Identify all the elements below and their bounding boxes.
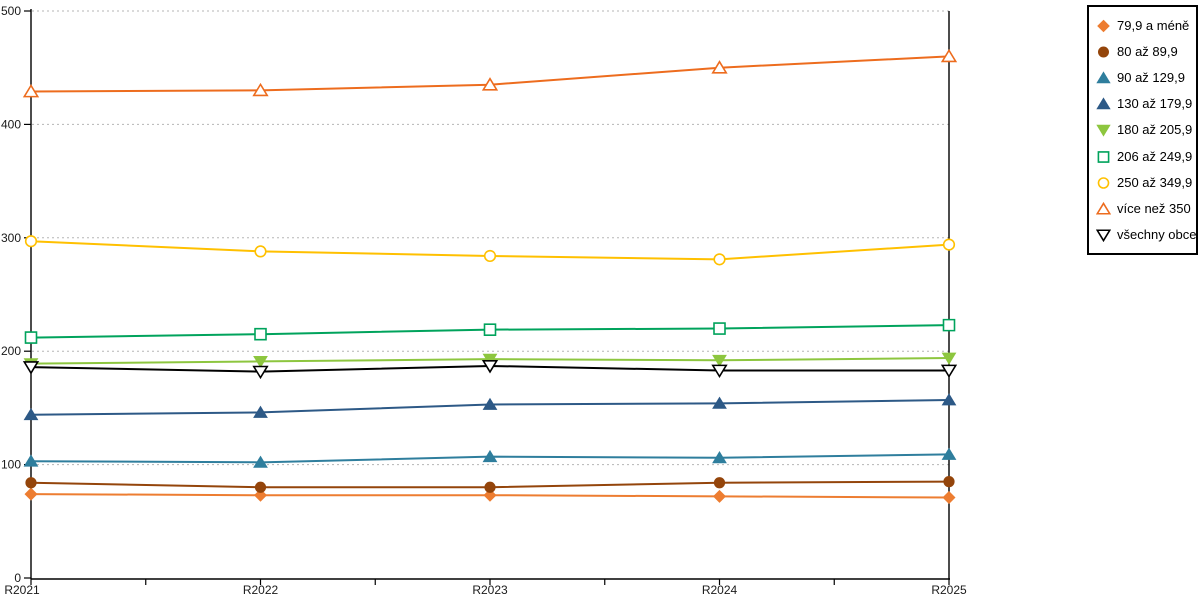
legend-label: 90 až 129,9 — [1117, 69, 1185, 85]
legend-label: 250 až 349,9 — [1117, 174, 1193, 190]
legend-glyph — [1097, 176, 1110, 189]
legend-label: všechny obce — [1117, 227, 1197, 243]
circle-open-icon — [1097, 176, 1110, 189]
legend-glyph — [1096, 71, 1111, 84]
series-3-marker — [712, 396, 727, 409]
series-1-marker — [25, 477, 37, 489]
series-6-marker — [254, 245, 267, 258]
legend-item-2: 90 až 129,9 — [1096, 64, 1194, 90]
legend-item-4: 180 až 205,9 — [1096, 117, 1194, 143]
series-5-marker — [254, 327, 267, 341]
series-6-marker — [942, 238, 956, 251]
series-6-marker — [24, 235, 38, 248]
triangle-down-icon — [1096, 125, 1111, 137]
x-tick-label: R2024 — [702, 583, 738, 597]
series-2-marker — [253, 455, 268, 468]
series-1-marker — [484, 481, 496, 493]
legend-label: 180 až 205,9 — [1117, 122, 1193, 138]
y-tick-label: 300 — [1, 231, 21, 245]
series-7-marker — [252, 82, 269, 97]
legend-glyph — [1096, 97, 1111, 110]
diamond-icon — [1097, 19, 1110, 32]
series-6-marker — [713, 253, 726, 266]
y-tick-label: 400 — [1, 117, 21, 131]
legend-item-8: všechny obce — [1096, 222, 1197, 248]
series-5-marker — [24, 331, 38, 344]
series-0-marker — [483, 488, 497, 502]
series-0-marker — [24, 487, 38, 501]
legend-glyph — [1097, 150, 1110, 163]
series-8-marker — [481, 360, 499, 374]
series-3-marker — [482, 397, 498, 410]
legend-label: 206 až 249,9 — [1117, 148, 1193, 164]
triangle-up-open-icon — [1096, 201, 1111, 215]
series-2-marker — [482, 449, 498, 463]
x-tick-label: R2023 — [472, 583, 508, 597]
legend-glyph — [1096, 201, 1111, 215]
legend-item-3: 130 až 179,9 — [1096, 91, 1194, 117]
circle-icon — [1098, 46, 1109, 58]
legend-glyph — [1098, 46, 1109, 58]
series-7-marker — [940, 48, 958, 63]
series-1-marker — [713, 477, 726, 489]
legend-label: 130 až 179,9 — [1117, 96, 1193, 112]
x-tick-label: R2025 — [931, 583, 967, 597]
series-4-marker — [253, 355, 268, 369]
triangle-up-icon — [1096, 97, 1111, 110]
series-7-marker — [711, 60, 728, 74]
y-tick-label: 100 — [1, 458, 21, 472]
legend-item-6: 250 až 349,9 — [1096, 169, 1194, 195]
triangle-down-open-icon — [1096, 229, 1111, 243]
legend-item-7: více než 350 — [1096, 195, 1194, 221]
series-6-marker — [483, 249, 497, 263]
series-8-marker — [940, 364, 958, 379]
series-2-marker — [23, 454, 39, 467]
legend: 79,9 a méně 80 až 89,9 90 až 129,9 130 až 1… — [1087, 5, 1198, 255]
series-8-marker — [252, 365, 269, 380]
series-2-marker — [941, 447, 957, 460]
y-tick-label: 500 — [1, 4, 21, 18]
legend-glyph — [1097, 19, 1110, 32]
y-tick-label: 200 — [1, 344, 21, 358]
series-2-marker — [712, 451, 727, 464]
series-0-marker — [942, 490, 956, 504]
series-1-marker — [254, 481, 267, 493]
series-5-marker — [483, 323, 497, 336]
series-5-marker — [942, 318, 956, 332]
y-tick-label: 0 — [14, 571, 21, 585]
series-3-marker — [253, 405, 268, 418]
series-7-marker — [481, 77, 499, 91]
legend-label: 80 až 89,9 — [1117, 43, 1178, 59]
series-4-marker — [712, 354, 727, 368]
series-8-marker — [711, 364, 728, 379]
series-4-marker — [482, 353, 498, 366]
triangle-up-icon — [1096, 71, 1111, 84]
series-5-marker — [713, 322, 726, 335]
x-tick-label: R2022 — [243, 583, 279, 597]
series-3-marker — [23, 407, 39, 421]
series-3-marker — [941, 393, 957, 406]
legend-label: 79,9 a méně — [1117, 17, 1190, 33]
series-1-marker — [943, 476, 955, 488]
series-0-marker — [253, 488, 268, 502]
square-open-icon — [1097, 150, 1110, 163]
series-4-marker — [941, 352, 957, 365]
legend-glyph — [1096, 229, 1111, 243]
series-8-marker — [22, 361, 40, 375]
legend-item-5: 206 až 249,9 — [1096, 143, 1194, 169]
series-0-marker — [712, 489, 727, 503]
legend-item-1: 80 až 89,9 — [1096, 38, 1194, 64]
x-tick-label: R2021 — [4, 583, 40, 597]
legend-item-0: 79,9 a méně — [1096, 12, 1194, 38]
legend-glyph — [1096, 125, 1111, 137]
series-7-marker — [22, 83, 40, 98]
legend-label: více než 350 — [1117, 200, 1191, 216]
